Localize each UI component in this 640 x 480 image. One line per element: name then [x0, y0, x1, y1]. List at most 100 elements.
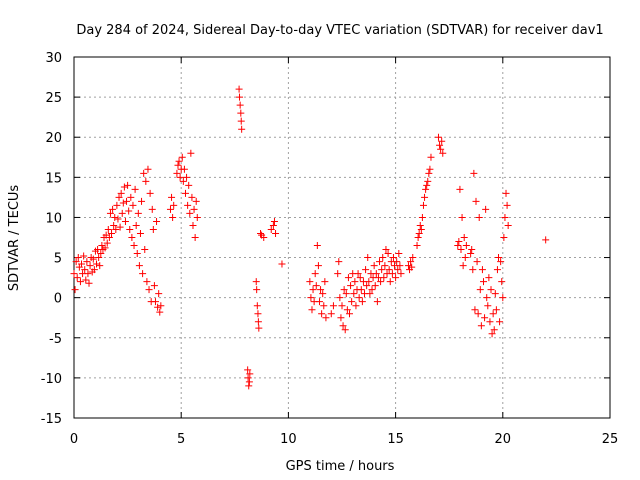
data-point	[338, 302, 346, 310]
data-point	[321, 278, 329, 286]
data-point	[144, 165, 152, 173]
data-point	[340, 286, 348, 294]
data-point	[148, 205, 156, 213]
data-point	[101, 244, 109, 252]
data-point	[146, 189, 154, 197]
data-point	[496, 318, 504, 326]
data-point	[189, 221, 197, 229]
data-point	[125, 207, 133, 215]
data-point	[188, 193, 196, 201]
data-point	[381, 262, 389, 270]
data-point	[193, 213, 201, 221]
data-point	[384, 250, 392, 258]
data-point	[392, 274, 400, 282]
data-point	[421, 193, 429, 201]
data-point	[314, 262, 322, 270]
data-point	[438, 137, 446, 145]
data-point	[307, 294, 315, 302]
data-point	[180, 165, 188, 173]
data-point	[80, 252, 88, 260]
data-point	[427, 153, 435, 161]
data-point	[363, 282, 371, 290]
data-point	[462, 242, 470, 250]
data-point	[178, 153, 186, 161]
data-point	[339, 322, 347, 330]
data-point	[426, 165, 434, 173]
data-point	[354, 270, 362, 278]
data-point	[379, 254, 387, 262]
data-point	[344, 274, 352, 282]
data-point	[76, 278, 84, 286]
data-point	[173, 169, 181, 177]
data-point	[459, 262, 467, 270]
data-point	[183, 173, 191, 181]
data-point	[480, 278, 488, 286]
data-point	[377, 278, 385, 286]
data-point	[150, 282, 158, 290]
data-point	[186, 209, 194, 217]
y-tick-label: -10	[41, 372, 62, 387]
data-point	[365, 278, 373, 286]
data-point	[191, 234, 199, 241]
data-point	[151, 298, 159, 306]
data-point	[423, 181, 431, 189]
x-tick-label: 15	[387, 432, 404, 447]
data-point	[179, 177, 187, 185]
data-point	[472, 197, 480, 205]
data-point	[72, 258, 80, 266]
data-point	[238, 125, 246, 133]
data-point	[97, 250, 105, 258]
data-point	[458, 213, 466, 221]
data-point	[175, 157, 183, 165]
data-point	[346, 310, 354, 318]
data-point	[404, 262, 412, 270]
data-point	[364, 254, 372, 262]
data-point	[236, 101, 244, 109]
data-point	[417, 225, 425, 233]
data-point	[118, 209, 126, 217]
data-point	[485, 274, 493, 282]
data-point	[132, 221, 140, 229]
x-tick-label: 20	[495, 432, 512, 447]
y-tick-label: 30	[45, 51, 62, 66]
data-point	[129, 201, 137, 209]
data-point	[487, 286, 495, 294]
data-point	[337, 314, 345, 322]
data-point	[416, 221, 424, 229]
data-point	[104, 225, 112, 233]
data-point	[103, 239, 111, 247]
x-tick-label: 5	[177, 432, 185, 447]
data-point	[71, 286, 79, 294]
y-tick-labels: -15 -10 -5 0 5 10 15 20 25 30	[41, 51, 62, 427]
data-point	[105, 234, 113, 241]
data-point	[127, 193, 135, 201]
x-tick-label: 25	[602, 432, 619, 447]
data-point	[89, 255, 97, 263]
data-point	[174, 161, 182, 169]
data-point	[252, 278, 260, 286]
data-point	[93, 260, 101, 268]
data-point	[244, 366, 252, 374]
data-point	[115, 193, 123, 201]
data-point	[322, 314, 330, 322]
x-axis-label: GPS time / hours	[286, 459, 395, 474]
data-point	[461, 254, 469, 262]
data-point	[236, 93, 244, 101]
data-point	[181, 189, 189, 197]
data-point	[95, 254, 103, 262]
data-point	[110, 221, 118, 229]
data-point	[254, 310, 262, 318]
data-point	[235, 85, 243, 93]
data-point	[493, 266, 501, 274]
data-point	[368, 286, 376, 294]
x-tick-label: 10	[280, 432, 297, 447]
data-point	[311, 270, 319, 278]
data-point	[143, 278, 151, 286]
data-point	[455, 238, 463, 246]
data-point	[434, 133, 442, 141]
data-point	[308, 306, 316, 314]
data-point	[278, 260, 286, 268]
data-point	[425, 169, 433, 177]
data-point	[82, 276, 90, 284]
